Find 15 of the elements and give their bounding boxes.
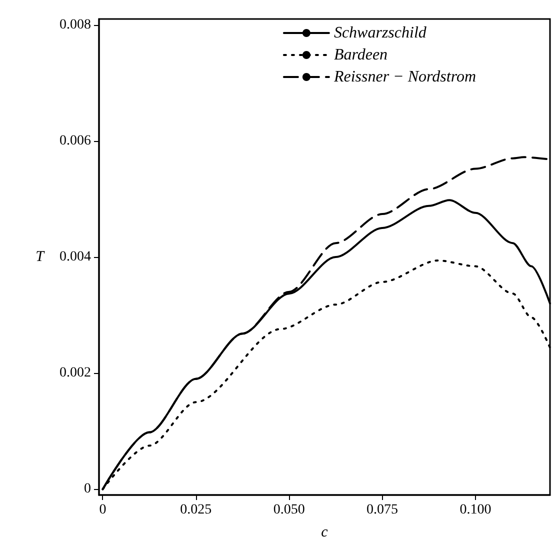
y-tick-label: 0.008 (60, 17, 91, 32)
y-tick-label: 0.004 (60, 250, 91, 264)
x-tick-label: 0.025 (180, 502, 212, 518)
legend-label: Bardeen (334, 46, 388, 64)
y-tick-label: 0.006 (60, 133, 91, 148)
y-axis-title: T (36, 249, 46, 265)
x-tick-label: 0.100 (460, 502, 492, 518)
y-tick-label: 0.002 (60, 366, 91, 381)
x-tick-label: 0 (99, 502, 106, 518)
x-axis-title: c (321, 524, 328, 540)
legend-label: Reissner − Nordstrom (332, 68, 476, 86)
y-tick-label: 0 (84, 482, 91, 497)
legend-label: Schwarzschild (334, 24, 428, 42)
x-tick-label: 0.050 (273, 502, 305, 518)
x-tick-label: 0.075 (366, 502, 398, 518)
